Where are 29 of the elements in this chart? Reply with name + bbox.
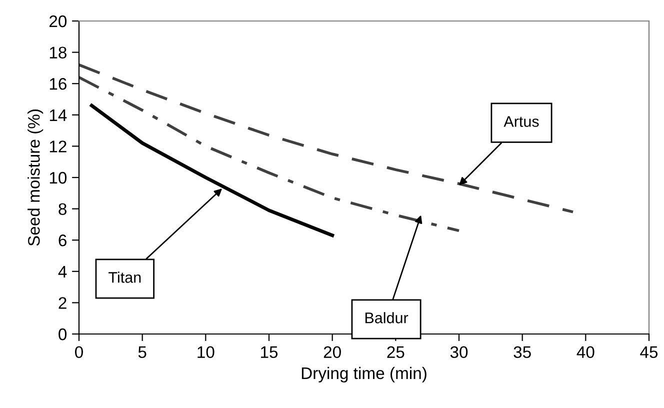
- x-tick-label: 45: [640, 346, 658, 358]
- x-tick-label: 5: [138, 346, 146, 358]
- x-tick-label: 30: [450, 346, 468, 358]
- y-tick-label: 12: [50, 140, 66, 152]
- y-tick-label: 16: [50, 78, 66, 90]
- y-axis-title: Seed moisture (%): [28, 110, 44, 246]
- annotation: Artus: [504, 116, 539, 127]
- y-tick-label: 14: [50, 109, 67, 121]
- annotation: Titan: [108, 272, 141, 283]
- y-tick-label: 10: [50, 172, 67, 184]
- line-series: [79, 76, 460, 232]
- line-series: [79, 63, 574, 214]
- y-tick-label: 0: [58, 328, 67, 340]
- x-tick-label: 20: [324, 346, 341, 358]
- y-tick-label: 18: [50, 46, 66, 59]
- y-tick-label: 6: [58, 234, 66, 246]
- x-axis-title: Drying time (min): [302, 366, 426, 382]
- y-tick-label: 4: [58, 266, 67, 278]
- x-tick-label: 15: [261, 346, 278, 358]
- y-tick-label: 2: [58, 297, 66, 309]
- x-tick-label: 25: [387, 346, 404, 358]
- y-tick-label: 20: [49, 15, 67, 28]
- x-tick-label: 40: [576, 346, 594, 358]
- x-tick-label: 0: [75, 346, 83, 358]
- x-tick-label: 10: [198, 346, 214, 358]
- y-tick-label: 8: [58, 203, 66, 216]
- line-series: [90, 104, 334, 238]
- x-tick-label: 35: [514, 346, 531, 358]
- annotation: Baldur: [365, 312, 408, 324]
